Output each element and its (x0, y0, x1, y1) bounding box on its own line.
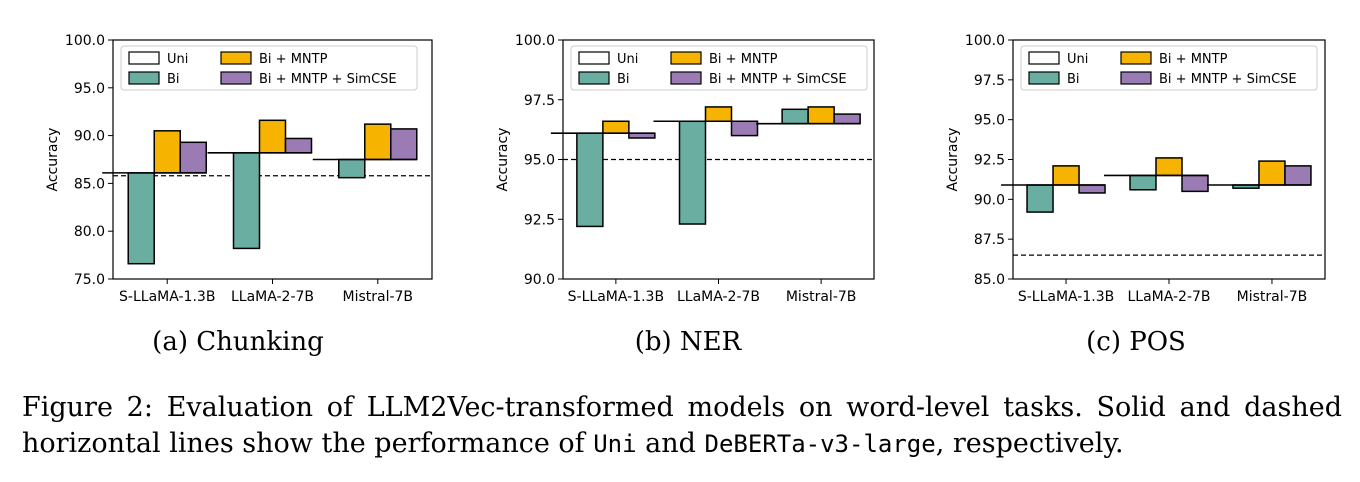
legend-swatch-bi (1028, 71, 1060, 85)
bar-bi-mntp (1155, 157, 1183, 177)
legend-box (120, 45, 418, 91)
legend-swatch-bi-mntp (220, 51, 252, 65)
caption-text-2: and (636, 428, 705, 459)
y-tick-label: 85.0 (974, 272, 1005, 288)
y-tick-label: 85.0 (74, 176, 105, 192)
y-tick-label: 95.0 (524, 153, 555, 169)
legend-box (1020, 45, 1318, 91)
caption-text-1: Figure 2: Evaluation of LLM2Vec-transfor… (22, 392, 1342, 459)
bar-bi (576, 132, 604, 228)
bar-bi-mntp-simcse (390, 128, 418, 161)
bar-bi-mntp (1052, 165, 1080, 186)
legend-swatch-bi-mntp (670, 51, 702, 65)
bar-bi-mntp (807, 106, 835, 125)
legend-label-bi: Bi (167, 72, 180, 87)
bar-bi-mntp-simcse (730, 120, 759, 137)
bar-bi (678, 120, 707, 225)
legend-label-bi: Bi (1067, 72, 1080, 87)
bar-bi-mntp (153, 130, 181, 174)
bar-bi (781, 108, 809, 125)
bar-bi-mntp-simcse (1284, 165, 1312, 186)
y-tick-label: 97.5 (974, 73, 1005, 89)
y-tick-label: 95.0 (974, 113, 1005, 129)
x-tick-label: LLaMA-2-7B (677, 289, 760, 305)
bar-bi-mntp-simcse (1078, 184, 1106, 194)
x-tick-label: S-LLaMA-1.3B (568, 289, 664, 305)
chart-panel-1: 100.0 95.0 90.0 85.0 80.0 75.0 Accuracy S-LLaMA… (45, 33, 433, 357)
legend-swatch-bi-mntp-simcse (1120, 71, 1152, 85)
legend-swatch-bi-mntp-simcse (220, 71, 252, 85)
caption-code-deberta: DeBERTa-v3-large (704, 430, 936, 458)
y-tick-label: 100.0 (65, 33, 105, 49)
legend-swatch-bi-mntp-simcse (670, 71, 702, 85)
x-tick-label: Mistral-7B (1237, 289, 1308, 305)
plot-frame (112, 39, 433, 280)
x-tick-label: LLaMA-2-7B (1127, 289, 1210, 305)
subcaption: (a) Chunking (152, 327, 324, 357)
plot-frame (1012, 39, 1326, 280)
bar-bi-mntp (704, 106, 733, 123)
legend-swatch-bi (578, 71, 610, 85)
x-tick-label: LLaMA-2-7B (231, 289, 314, 305)
y-tick-label: 100.0 (515, 33, 555, 49)
bar-bi-mntp (1258, 160, 1286, 186)
chart-panel-3: 100.0 97.5 95.0 92.5 90.0 87.5 85.0 Accuracy S-L… (945, 33, 1326, 357)
legend-swatch-uni (578, 51, 610, 65)
legend-label-bi: Bi (617, 72, 630, 87)
y-axis-label: Accuracy (495, 128, 511, 192)
y-tick-label: 90.0 (74, 129, 105, 145)
y-tick-label: 92.5 (524, 212, 555, 228)
legend-label-bi-mntp-simcse: Bi + MNTP + SimCSE (259, 72, 397, 87)
y-tick-label: 90.0 (974, 192, 1005, 208)
bar-bi-mntp (258, 119, 287, 154)
y-tick-label: 95.0 (74, 81, 105, 97)
y-axis-label: Accuracy (945, 128, 961, 192)
bar-bi-mntp-simcse (1181, 174, 1209, 193)
bar-bi (1026, 184, 1054, 213)
x-tick-label: S-LLaMA-1.3B (1018, 289, 1114, 305)
caption-text-3: , respectively. (935, 428, 1124, 459)
legend-swatch-bi (128, 71, 160, 85)
legend-label-bi-mntp-simcse: Bi + MNTP + SimCSE (1159, 72, 1297, 87)
legend-swatch-bi-mntp (1120, 51, 1152, 65)
y-tick-label: 100.0 (965, 33, 1005, 49)
bar-bi (1129, 174, 1157, 191)
caption-code-uni: Uni (593, 430, 637, 458)
legend-swatch-uni (1028, 51, 1060, 65)
x-tick-label: Mistral-7B (342, 289, 413, 305)
bar-bi (338, 158, 366, 179)
bar-bi-mntp (602, 120, 630, 134)
bar-bi-mntp (364, 123, 392, 161)
legend-swatch-uni (128, 51, 160, 65)
y-tick-label: 90.0 (524, 272, 555, 288)
bar-bi-mntp-simcse (179, 141, 207, 174)
legend-label-uni: Uni (167, 52, 188, 67)
y-axis-label: Accuracy (45, 128, 61, 192)
plot-frame (562, 39, 875, 280)
legend-label-bi-mntp: Bi + MNTP (1159, 52, 1228, 67)
y-tick-label: 75.0 (74, 272, 105, 288)
legend-box (570, 45, 868, 91)
x-tick-label: Mistral-7B (786, 289, 857, 305)
subcaption: (c) POS (1086, 327, 1186, 357)
y-tick-label: 92.5 (974, 153, 1005, 169)
bar-bi (127, 172, 155, 265)
chart-panel-2: 100.0 97.5 95.0 92.5 90.0 Accuracy S-LLaMA-1.3… (495, 33, 875, 357)
legend-label-uni: Uni (617, 52, 638, 67)
bar-bi-mntp-simcse (833, 113, 861, 125)
subcaption: (b) NER (635, 327, 743, 357)
x-tick-label: S-LLaMA-1.3B (119, 289, 215, 305)
bar-bi (232, 152, 261, 250)
y-tick-label: 80.0 (74, 224, 105, 240)
legend-label-bi-mntp-simcse: Bi + MNTP + SimCSE (709, 72, 847, 87)
y-tick-label: 97.5 (524, 93, 555, 109)
legend-label-bi-mntp: Bi + MNTP (259, 52, 328, 67)
legend-label-uni: Uni (1067, 52, 1088, 67)
y-tick-label: 87.5 (974, 232, 1005, 248)
figure-caption: Figure 2: Evaluation of LLM2Vec-transfor… (22, 390, 1342, 462)
legend-label-bi-mntp: Bi + MNTP (709, 52, 778, 67)
bar-bi-mntp-simcse (284, 137, 313, 154)
